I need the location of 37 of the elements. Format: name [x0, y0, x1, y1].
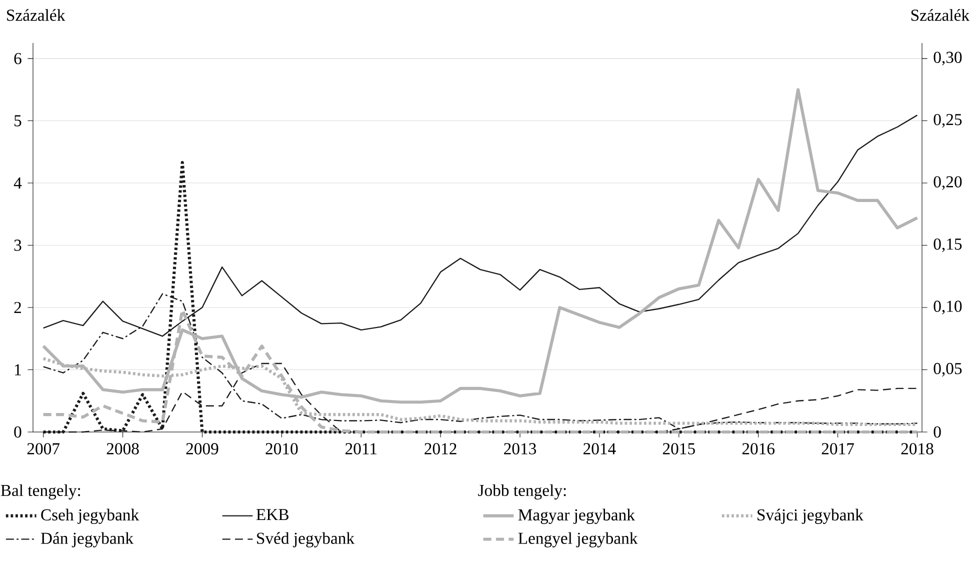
- y-tick-label: 0: [14, 426, 22, 438]
- x-tick-label: 2016: [742, 443, 775, 454]
- x-tick-label: 2018: [901, 443, 934, 454]
- legend-label: Cseh jegybank: [41, 508, 140, 524]
- y-axis-title: Százalék: [7, 9, 66, 21]
- y2-tick-label: 0,15: [934, 238, 962, 252]
- y2-tick-label: 0,30: [934, 52, 962, 66]
- x-tick-label: 2010: [266, 443, 298, 454]
- y-tick-label: 2: [14, 302, 21, 314]
- legend-label: EKB: [256, 509, 288, 520]
- y-tick-label: 1: [15, 364, 21, 376]
- y2-axis-title: Százalék: [911, 9, 970, 21]
- x-tick-label: 2017: [822, 443, 854, 454]
- legend-label: Svéd jegybank: [257, 532, 355, 548]
- y2-tick-label: 0,20: [934, 176, 962, 190]
- y2-tick-label: 0,05: [934, 362, 962, 377]
- text: Bal tengely:: [0, 484, 80, 500]
- legend-label: Dán jegybank: [40, 532, 134, 548]
- x-tick-label: 2009: [186, 443, 218, 454]
- y-tick-label: 3: [14, 240, 22, 251]
- text: Jobb tengely:: [478, 484, 566, 500]
- y2-tick-label: 0,25: [934, 114, 962, 128]
- legend-label: Magyar jegybank: [518, 508, 635, 524]
- legend-label: Svájci jegybank: [758, 508, 864, 524]
- x-tick-label: 2011: [345, 443, 376, 454]
- y2-tick-label: 0,10: [934, 300, 962, 314]
- x-tick-label: 2008: [106, 443, 139, 454]
- x-tick-label: 2014: [584, 443, 616, 454]
- y-tick-label: 6: [14, 52, 22, 64]
- x-tick-label: 2012: [424, 443, 456, 454]
- x-tick-label: 2013: [504, 443, 536, 454]
- legend-label: Lengyel jegybank: [518, 532, 638, 548]
- x-tick-label: 2007: [27, 443, 60, 454]
- y-tick-label: 4: [14, 178, 22, 189]
- x-tick-label: 2015: [662, 443, 695, 454]
- y-tick-label: 5: [14, 115, 22, 126]
- y2-tick-label: 0: [934, 426, 941, 438]
